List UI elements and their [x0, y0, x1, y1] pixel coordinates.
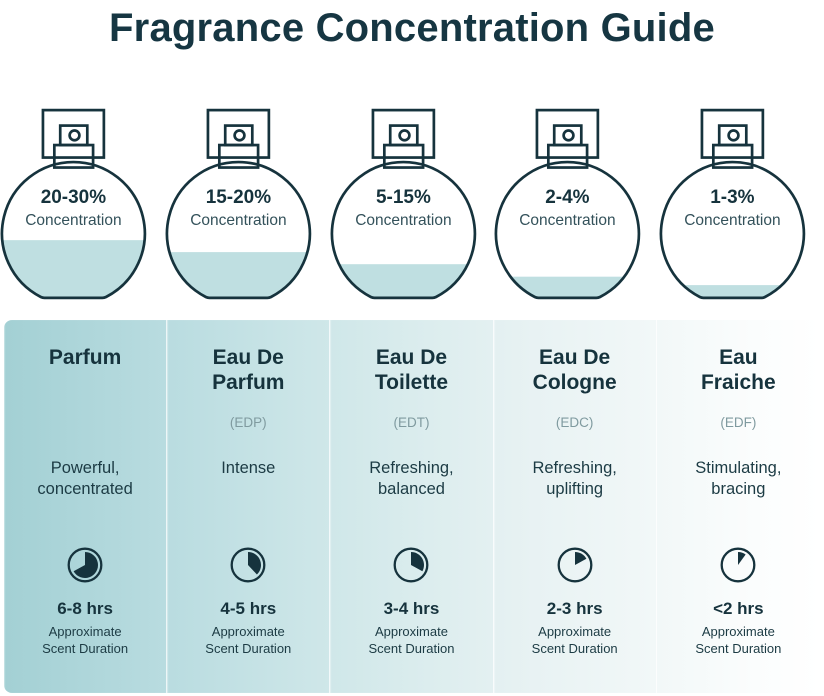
- svg-text:Concentration: Concentration: [190, 212, 286, 229]
- svg-text:1-3%: 1-3%: [710, 187, 754, 208]
- svg-text:2-4%: 2-4%: [546, 187, 590, 208]
- svg-text:Concentration: Concentration: [25, 212, 121, 229]
- svg-text:Concentration: Concentration: [684, 212, 780, 229]
- svg-text:5-15%: 5-15%: [376, 187, 431, 208]
- svg-text:15-20%: 15-20%: [206, 187, 272, 208]
- svg-text:Concentration: Concentration: [520, 212, 616, 229]
- svg-text:Concentration: Concentration: [355, 212, 451, 229]
- svg-text:20-30%: 20-30%: [41, 187, 107, 208]
